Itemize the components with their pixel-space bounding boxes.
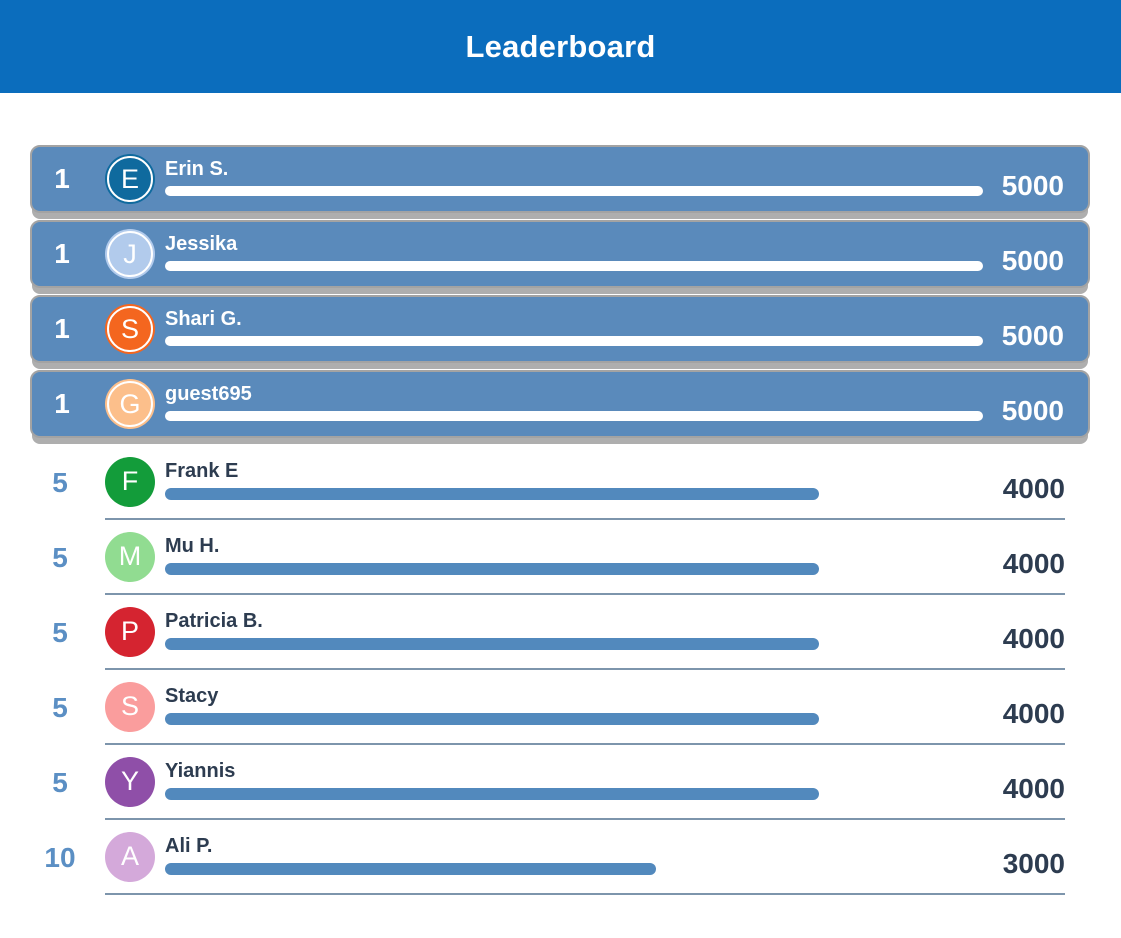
row-body: M Mu H. 4000 — [105, 520, 1065, 595]
row-body: J Jessika 5000 — [105, 222, 1088, 286]
rank-label: 1 — [54, 238, 70, 269]
player-name: Stacy — [165, 684, 219, 707]
player-info: guest695 — [165, 383, 983, 421]
row-body: P Patricia B. 4000 — [105, 595, 1065, 670]
rank-label: 5 — [52, 766, 68, 798]
score-bar-fill — [165, 862, 656, 875]
player-name: Patricia B. — [165, 609, 263, 632]
rank-label: 5 — [52, 466, 68, 498]
player-info: Frank E — [165, 460, 983, 500]
score-bar-fill — [165, 411, 983, 421]
leaderboard-row[interactable]: 1 S Shari G. 5000 — [30, 295, 1090, 363]
row-body: F Frank E 4000 — [105, 445, 1065, 520]
rank-label: 1 — [54, 313, 70, 344]
score-value: 4000 — [1002, 772, 1065, 804]
leaderboard-list: 1 E Erin S. 5000 1 J Jessika 5000 1 — [0, 145, 1121, 895]
avatar-initial: M — [118, 541, 142, 571]
avatar-initial: G — [119, 388, 141, 419]
avatar: P — [105, 606, 155, 657]
leaderboard-row[interactable]: 5 S Stacy 4000 — [30, 670, 1065, 745]
rank-label: 1 — [54, 163, 70, 194]
avatar-initial: Y — [120, 766, 139, 796]
rank-label: 5 — [52, 691, 68, 723]
avatar-initial: E — [120, 163, 139, 194]
score-bar-fill — [165, 637, 820, 650]
score-bar-fill — [165, 562, 820, 575]
player-info: Yiannis — [165, 760, 983, 800]
leaderboard-row[interactable]: 1 E Erin S. 5000 — [30, 145, 1090, 213]
avatar: J — [105, 229, 155, 279]
row-body: Y Yiannis 4000 — [105, 745, 1065, 820]
leaderboard-header: Leaderboard — [0, 0, 1121, 93]
avatar-initial: S — [120, 691, 139, 721]
avatar-initial: F — [121, 466, 139, 496]
score-bar-fill — [165, 336, 983, 346]
avatar-initial: A — [120, 841, 139, 871]
leaderboard-row[interactable]: 5 F Frank E 4000 — [30, 445, 1065, 520]
rank-label: 1 — [54, 388, 70, 419]
leaderboard-row[interactable]: 1 J Jessika 5000 — [30, 220, 1090, 288]
leaderboard-row[interactable]: 5 Y Yiannis 4000 — [30, 745, 1065, 820]
player-name: Shari G. — [165, 308, 242, 330]
row-body: S Stacy 4000 — [105, 670, 1065, 745]
row-body: G guest695 5000 — [105, 372, 1088, 436]
score-bar-fill — [165, 261, 983, 271]
score-bar-fill — [165, 186, 983, 196]
avatar: M — [105, 531, 155, 582]
player-info: Shari G. — [165, 308, 983, 346]
score-value: 4000 — [1002, 697, 1065, 729]
player-info: Patricia B. — [165, 610, 983, 650]
score-value: 4000 — [1002, 472, 1065, 504]
player-info: Stacy — [165, 685, 983, 725]
rank-label: 10 — [44, 841, 76, 873]
leaderboard-row[interactable]: 5 M Mu H. 4000 — [30, 520, 1065, 595]
score-value: 4000 — [1002, 622, 1065, 654]
score-value: 5000 — [1001, 245, 1064, 276]
avatar: E — [105, 154, 155, 204]
avatar: Y — [105, 756, 155, 807]
player-name: Yiannis — [165, 759, 236, 782]
leaderboard-row[interactable]: 5 P Patricia B. 4000 — [30, 595, 1065, 670]
player-info: Jessika — [165, 233, 983, 271]
rank-label: 5 — [52, 616, 68, 648]
score-bar-fill — [165, 787, 820, 800]
avatar: S — [105, 681, 155, 732]
rank-label: 5 — [52, 541, 68, 573]
avatar-initial: P — [120, 616, 139, 646]
player-name: Frank E — [165, 459, 239, 482]
player-info: Ali P. — [165, 835, 983, 875]
leaderboard-row[interactable]: 10 A Ali P. 3000 — [30, 820, 1065, 895]
avatar: G — [105, 379, 155, 429]
score-bar-fill — [165, 712, 820, 725]
score-value: 3000 — [1002, 847, 1065, 879]
score-value: 5000 — [1001, 170, 1064, 201]
player-name: Mu H. — [165, 534, 220, 557]
avatar-initial: J — [123, 238, 137, 269]
row-body: A Ali P. 3000 — [105, 820, 1065, 895]
score-bar-fill — [165, 487, 820, 500]
page-title: Leaderboard — [465, 28, 656, 64]
player-info: Mu H. — [165, 535, 983, 575]
player-name: Ali P. — [165, 834, 213, 857]
avatar: A — [105, 831, 155, 882]
leaderboard-row[interactable]: 1 G guest695 5000 — [30, 370, 1090, 438]
avatar: S — [105, 304, 155, 354]
player-name: Erin S. — [165, 158, 229, 180]
score-value: 5000 — [1001, 320, 1064, 351]
player-info: Erin S. — [165, 158, 983, 196]
player-name: guest695 — [165, 383, 252, 405]
row-body: E Erin S. 5000 — [105, 147, 1088, 211]
score-value: 4000 — [1002, 547, 1065, 579]
score-value: 5000 — [1001, 395, 1064, 426]
avatar: F — [105, 456, 155, 507]
player-name: Jessika — [165, 233, 238, 255]
avatar-initial: S — [120, 313, 139, 344]
row-body: S Shari G. 5000 — [105, 297, 1088, 361]
